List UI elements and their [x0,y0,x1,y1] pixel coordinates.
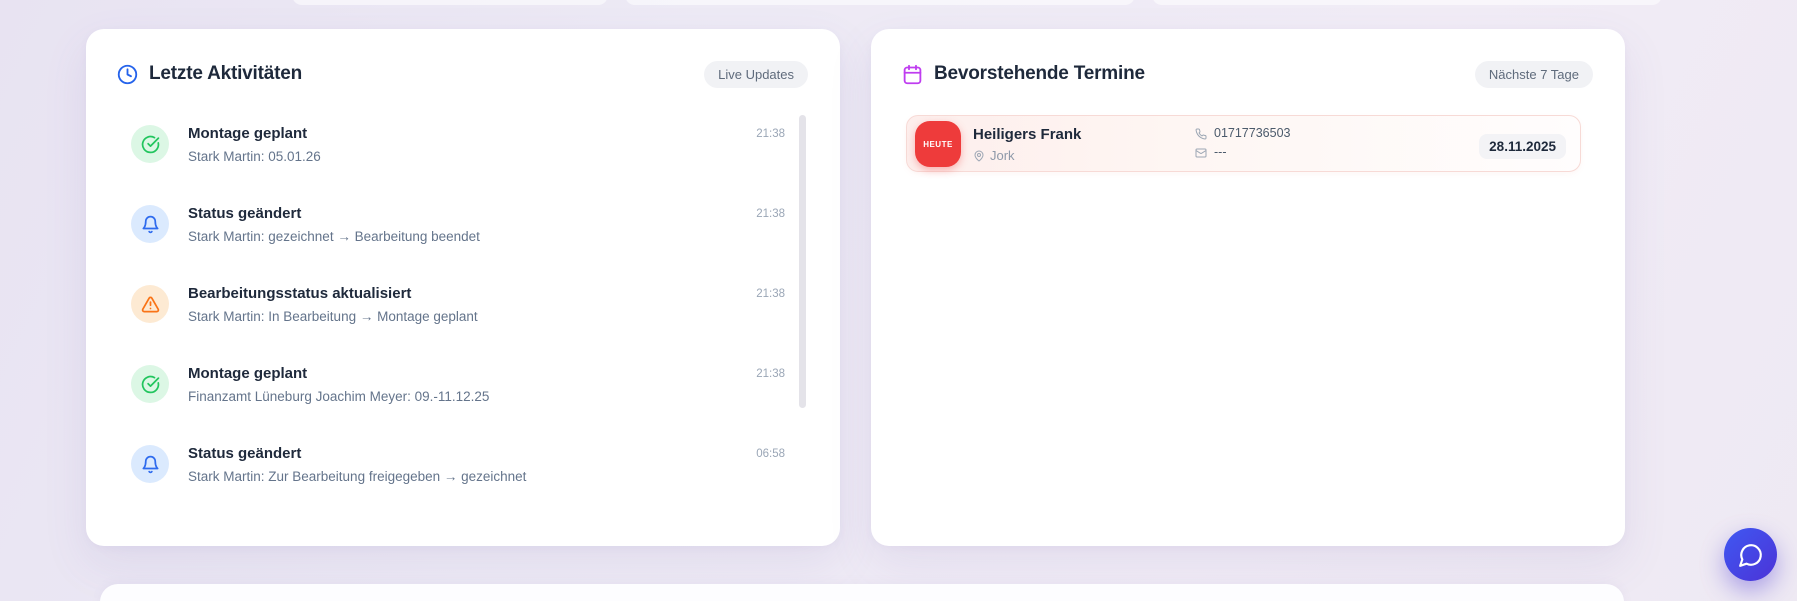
check-circle-icon [131,365,169,403]
card-title: Bevorstehende Termine [934,63,1145,84]
activity-time: 21:38 [756,368,785,380]
calendar-icon [902,64,923,85]
bell-icon [131,205,169,243]
appointment-contact-column: 01717736503 --- [1195,126,1290,160]
card-strip-above [292,0,608,5]
activity-item[interactable]: Bearbeitungsstatus aktualisiert Stark Ma… [86,280,840,360]
activity-title: Montage geplant [188,365,308,382]
appointment-email: --- [1214,145,1227,159]
activity-title: Status geändert [188,445,302,462]
activity-description: Stark Martin: In Bearbeitung → Montage g… [188,309,478,324]
appointment-date-badge: 28.11.2025 [1479,134,1566,159]
phone-icon [1195,128,1207,140]
clock-icon [117,64,138,85]
appointment-phone: 01717736503 [1214,126,1291,140]
activity-item[interactable]: Status geändert Stark Martin: gezeichnet… [86,200,840,280]
upcoming-appointments-card: Bevorstehende Termine Nächste 7 Tage HEU… [871,29,1625,546]
scrollbar-thumb[interactable] [799,115,806,408]
activity-text: Bearbeitungsstatus aktualisiert Stark Ma… [188,284,750,326]
card-title: Letzte Aktivitäten [149,63,303,84]
chat-fab-button[interactable] [1724,528,1777,581]
activity-item[interactable]: Montage geplant Stark Martin: 05.01.26 2… [86,120,840,200]
alert-triangle-icon [131,285,169,323]
activity-description: Stark Martin: 05.01.26 [188,149,321,164]
bell-icon [131,445,169,483]
appointment-name: Heiligers Frank [973,126,1082,143]
activity-text: Status geändert Stark Martin: Zur Bearbe… [188,444,750,486]
activity-text: Montage geplant Finanzamt Lüneburg Joach… [188,364,750,406]
card-strip-above [1152,0,1662,5]
activity-description: Finanzamt Lüneburg Joachim Meyer: 09.-11… [188,389,490,404]
activity-title: Montage geplant [188,125,308,142]
card-strip-above [625,0,1135,5]
live-updates-badge: Live Updates [704,60,808,88]
activity-item[interactable]: Status geändert Stark Martin: Zur Bearbe… [86,440,840,520]
check-circle-icon [131,125,169,163]
activity-title: Status geändert [188,205,302,222]
appointment-name-column: Heiligers Frank Jork [973,125,1081,163]
recent-activities-header: Letzte Aktivitäten Live Updates [117,59,808,89]
mail-icon [1195,147,1207,159]
today-badge: HEUTE [915,121,961,167]
partial-card-below [100,584,1624,601]
activity-description: Stark Martin: Zur Bearbeitung freigegebe… [188,469,527,484]
recent-activities-card: Letzte Aktivitäten Live Updates Montage … [86,29,840,546]
appointment-item[interactable]: HEUTE Heiligers Frank Jork 01717736503 [906,115,1581,172]
activity-text: Status geändert Stark Martin: gezeichnet… [188,204,750,246]
activity-description: Stark Martin: gezeichnet → Bearbeitung b… [188,229,480,244]
activity-text: Montage geplant Stark Martin: 05.01.26 [188,124,750,166]
message-circle-icon [1738,542,1764,568]
activity-list: Montage geplant Stark Martin: 05.01.26 2… [86,120,840,520]
activity-time: 21:38 [756,288,785,300]
activity-title: Bearbeitungsstatus aktualisiert [188,285,412,302]
activity-time: 21:38 [756,208,785,220]
map-pin-icon [973,150,985,162]
date-range-badge: Nächste 7 Tage [1474,60,1593,88]
activity-time: 06:58 [756,448,785,460]
activity-item[interactable]: Montage geplant Finanzamt Lüneburg Joach… [86,360,840,440]
appointment-location: Jork [990,148,1015,163]
upcoming-appointments-header: Bevorstehende Termine Nächste 7 Tage [902,59,1593,89]
activity-time: 21:38 [756,128,785,140]
